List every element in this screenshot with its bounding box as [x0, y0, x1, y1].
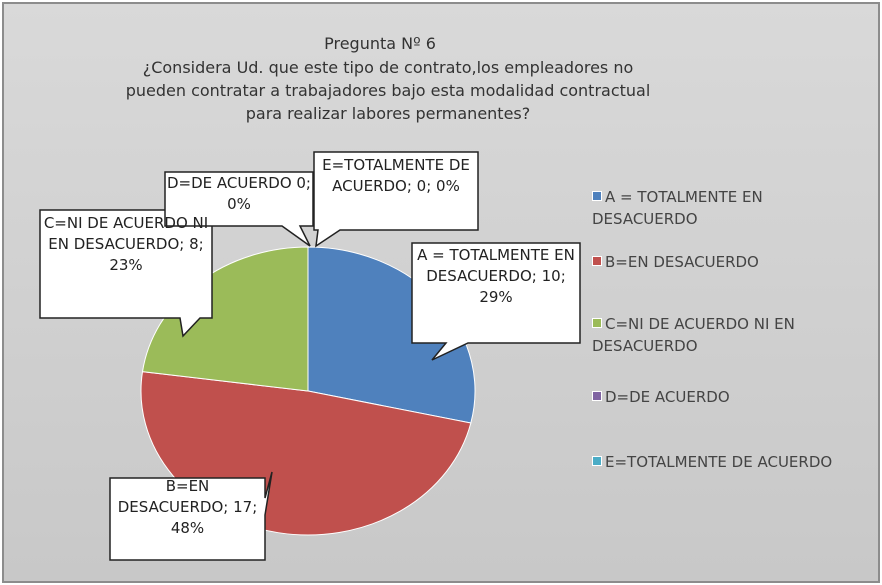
legend-swatch — [592, 318, 602, 328]
callout-box — [109, 471, 273, 561]
legend-label: D=DE ACUERDO — [605, 388, 730, 406]
legend-item: E=TOTALMENTE DE ACUERDO — [592, 451, 852, 473]
legend-swatch — [592, 456, 602, 466]
legend-swatch — [592, 391, 602, 401]
legend-label: A = TOTALMENTE EN DESACUERDO — [592, 188, 763, 228]
legend-item: A = TOTALMENTE EN DESACUERDO — [592, 186, 852, 230]
callout-box — [39, 209, 213, 338]
legend-item: D=DE ACUERDO — [592, 386, 852, 408]
legend-label: C=NI DE ACUERDO NI EN DESACUERDO — [592, 315, 795, 355]
legend-label: B=EN DESACUERDO — [605, 253, 759, 271]
data-label: A = TOTALMENTE EN DESACUERDO; 10; 29% — [417, 246, 575, 306]
legend-swatch — [592, 256, 602, 266]
data-label: C=NI DE ACUERDO NI EN DESACUERDO; 8; 23% — [43, 214, 209, 274]
legend-label: E=TOTALMENTE DE ACUERDO — [605, 453, 833, 471]
data-label: E=TOTALMENTE DE ACUERDO; 0; 0% — [322, 156, 470, 195]
data-label: B=EN DESACUERDO; 17; 48% — [117, 477, 258, 537]
callout-box — [313, 151, 479, 248]
data-label: D=DE ACUERDO 0; 0% — [167, 174, 311, 213]
legend-item: B=EN DESACUERDO — [592, 251, 852, 273]
legend-item: C=NI DE ACUERDO NI EN DESACUERDO — [592, 313, 852, 357]
legend-swatch — [592, 191, 602, 201]
callout-box — [164, 171, 314, 247]
callout-box — [411, 242, 581, 361]
chart-title: Pregunta Nº 6 — [324, 34, 436, 53]
chart-subtitle: ¿Considera Ud. que este tipo de contrato… — [125, 58, 651, 123]
callouts — [39, 151, 581, 561]
